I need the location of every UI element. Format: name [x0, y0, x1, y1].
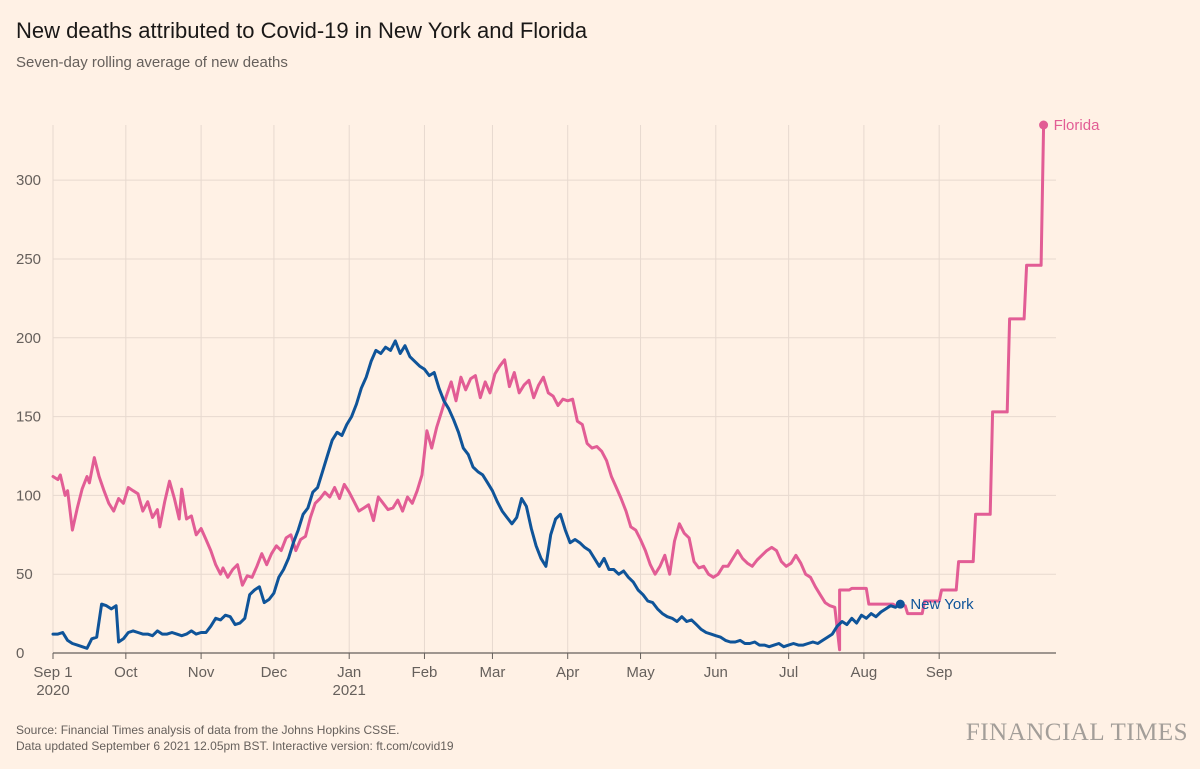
series-lines: [51, 123, 1046, 652]
series-labels: Florida New York: [895, 117, 1101, 613]
series-endpoint-new_york: [895, 599, 905, 609]
x-tick-label: Oct: [114, 664, 138, 681]
y-tick-label: 200: [16, 330, 41, 347]
series-label-new_york: New York: [910, 596, 974, 613]
x-tick-label: Dec: [261, 664, 288, 681]
chart-title: New deaths attributed to Covid-19 in New…: [16, 18, 588, 43]
x-tick-label: May: [626, 664, 655, 681]
y-tick-label: 300: [16, 172, 41, 189]
x-tick-label: Mar: [480, 664, 506, 681]
series-line-florida: [51, 123, 1046, 652]
source-line-1: Source: Financial Times analysis of data…: [16, 723, 400, 737]
y-tick-label: 100: [16, 487, 41, 504]
source-line-2: Data updated September 6 2021 12.05pm BS…: [16, 739, 454, 753]
y-tick-label: 150: [16, 409, 41, 426]
ft-logo: FINANCIAL TIMES: [965, 719, 1188, 746]
x-tick-sublabel: 2020: [36, 682, 69, 699]
source-note: Source: Financial Times analysis of data…: [16, 722, 454, 754]
x-tick-label: Sep: [926, 664, 953, 681]
grid: [52, 125, 1056, 653]
y-tick-label: 50: [16, 566, 33, 583]
x-tick-label: Nov: [188, 664, 215, 681]
x-tick-label: Apr: [556, 664, 579, 681]
x-tick-label: Feb: [412, 664, 438, 681]
y-tick-label: 250: [16, 251, 41, 268]
x-tick-label: Sep 1: [33, 664, 72, 681]
series-endpoint-florida: [1039, 120, 1049, 130]
y-tick-label: 0: [16, 645, 24, 662]
x-tick-label: Aug: [851, 664, 878, 681]
x-tick-label: Jun: [704, 664, 728, 681]
x-tick-label: Jul: [779, 664, 798, 681]
x-tick-label: Jan: [337, 664, 361, 681]
series-line-new_york: [51, 339, 902, 650]
chart-subtitle: Seven-day rolling average of new deaths: [16, 54, 288, 71]
x-tick-sublabel: 2021: [333, 682, 366, 699]
series-label-florida: Florida: [1054, 117, 1101, 134]
